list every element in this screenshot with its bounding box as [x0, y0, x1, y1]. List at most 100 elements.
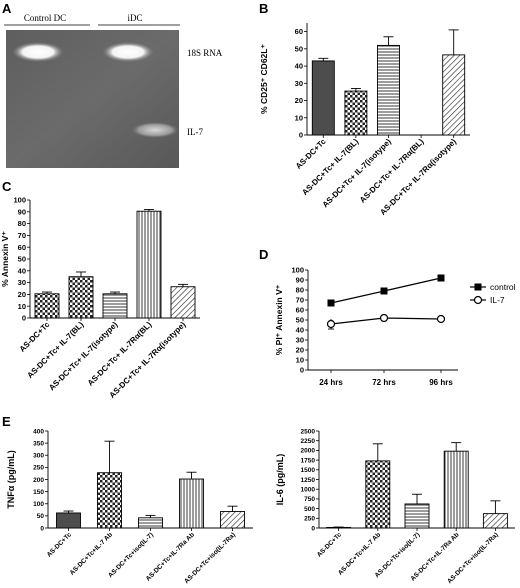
- data-point: [437, 274, 445, 282]
- bar: [56, 512, 81, 529]
- x-tick-label: AS-DC+Tc+IL-7 Ab: [69, 531, 114, 576]
- x-tick-label: AS-DC+Tc: [316, 531, 343, 558]
- y-tick-label: 1750: [301, 457, 316, 464]
- y-tick-label: 50: [18, 255, 26, 264]
- y-tick-label: 200: [33, 477, 44, 484]
- x-tick-label: AS-DC+Tc+ IL-7(BL): [300, 137, 360, 197]
- x-tick-label: AS-DC+Tc+iso(IL-7): [107, 531, 155, 579]
- y-tick-label: 500: [304, 506, 315, 513]
- data-point: [379, 313, 389, 323]
- band-label-il7: IL-7: [187, 127, 203, 137]
- y-tick-label: 1250: [301, 477, 316, 484]
- y-tick-label: 250: [304, 516, 315, 523]
- bar: [138, 517, 163, 529]
- bar: [170, 286, 196, 319]
- y-tick-label: 40: [18, 266, 26, 275]
- band-18s-control: [12, 42, 64, 62]
- y-tick-label: 80: [296, 286, 304, 295]
- bar: [102, 293, 128, 319]
- y-tick-label: 20: [296, 346, 304, 355]
- y-tick-label: 350: [33, 440, 44, 447]
- x-tick-label: AS-DC+Tc: [46, 531, 73, 558]
- band-label-18s-rna: 18S RNA: [187, 48, 223, 58]
- y-tick-label: 50: [296, 316, 304, 325]
- bar: [365, 460, 391, 529]
- y-tick-label: 100: [13, 196, 26, 205]
- panel-e-letter: E: [2, 414, 11, 429]
- chart-e-tnfa: 0 50 100 150 200 250 300 350 400 TNFα (pg/mL) AS-D…: [6, 428, 253, 585]
- legend-label: IL-7: [490, 295, 505, 305]
- y-tick-label: 100: [291, 266, 304, 275]
- lane-label-control-dc: Control DC: [24, 13, 66, 23]
- y-tick-label: 2000: [301, 448, 316, 455]
- y-axis-label: TNFα (pg/mL): [6, 450, 16, 509]
- panel-c-letter: C: [2, 179, 12, 194]
- y-tick-label: 400: [33, 428, 44, 435]
- x-tick-label: AS-DC+Tc: [294, 137, 328, 171]
- bar: [220, 511, 245, 529]
- x-tick-label: AS-DC+Tc+ IL-7Rα(BL): [358, 137, 426, 205]
- x-tick-label: AS-DC+Tc+ IL-7(BL): [25, 320, 85, 380]
- bar: [179, 478, 204, 529]
- y-tick-label: 1000: [301, 486, 316, 493]
- y-tick-label: 0: [40, 525, 44, 532]
- x-tick-label: AS-DC+Tc: [18, 320, 52, 354]
- y-tick-label: 60: [18, 243, 26, 252]
- y-tick-label: 0: [311, 525, 315, 532]
- y-tick-label: 1500: [301, 467, 316, 474]
- y-tick-label: 20: [18, 290, 26, 299]
- y-tick-label: 20: [295, 96, 303, 105]
- y-tick-label: 0: [300, 366, 304, 375]
- y-tick-label: 2250: [301, 438, 316, 445]
- bar: [97, 472, 122, 529]
- y-tick-label: 30: [18, 278, 26, 287]
- bar: [442, 54, 466, 136]
- y-tick-label: 50: [37, 513, 45, 520]
- y-tick-label: 90: [296, 276, 304, 285]
- band-il7-idc: [131, 122, 179, 138]
- y-tick-label: 80: [18, 219, 26, 228]
- x-tick-label: 96 hrs: [429, 378, 453, 387]
- y-tick-label: 300: [33, 453, 44, 460]
- y-tick-label: 30: [296, 336, 304, 345]
- y-tick-label: 70: [18, 231, 26, 240]
- data-point: [327, 299, 335, 307]
- y-tick-label: 40: [296, 326, 304, 335]
- y-tick-label: 50: [295, 44, 303, 53]
- panel-a: A Control DC iDC 18S RNA IL-7: [2, 1, 223, 168]
- y-tick-label: 60: [295, 27, 303, 36]
- y-axis-label: % CD25⁺ CD62L⁺: [259, 44, 269, 114]
- y-tick-label: 40: [295, 62, 303, 71]
- y-tick-label: 90: [18, 207, 26, 216]
- y-tick-label: 10: [295, 113, 303, 122]
- panel-d-letter: D: [259, 247, 268, 262]
- y-tick-label: 0: [299, 131, 303, 140]
- bar: [326, 526, 352, 529]
- legend-label: control: [490, 282, 516, 292]
- bar: [34, 293, 60, 319]
- x-tick-label: AS-DC+Tc+ IL-7(isotype): [47, 320, 120, 393]
- chart-e-il6: 0 250 500 750 1000 1250 1500 1750 2000 2250 2500 IL…: [275, 428, 515, 585]
- bar: [443, 450, 469, 529]
- y-tick-label: 250: [33, 465, 44, 472]
- y-tick-label: 750: [304, 496, 315, 503]
- legend-marker: [474, 283, 482, 291]
- bar: [377, 44, 400, 136]
- lane-label-idc: iDC: [127, 13, 142, 23]
- y-tick-label: 150: [33, 489, 44, 496]
- bar: [136, 210, 162, 319]
- bar: [482, 513, 508, 529]
- x-tick-label: 72 hrs: [372, 378, 396, 387]
- panel-b-letter: B: [259, 1, 268, 16]
- bar: [404, 503, 430, 529]
- y-tick-label: 70: [296, 296, 304, 305]
- y-tick-label: 10: [18, 302, 26, 311]
- panel-a-letter: A: [2, 1, 12, 16]
- y-axis-label: IL-6 (pg/mL): [275, 454, 285, 506]
- band-18s-idc: [102, 42, 154, 62]
- bar: [68, 276, 94, 319]
- bar: [311, 60, 335, 136]
- y-axis-label: % PI⁺ Annexin V⁺: [274, 284, 284, 355]
